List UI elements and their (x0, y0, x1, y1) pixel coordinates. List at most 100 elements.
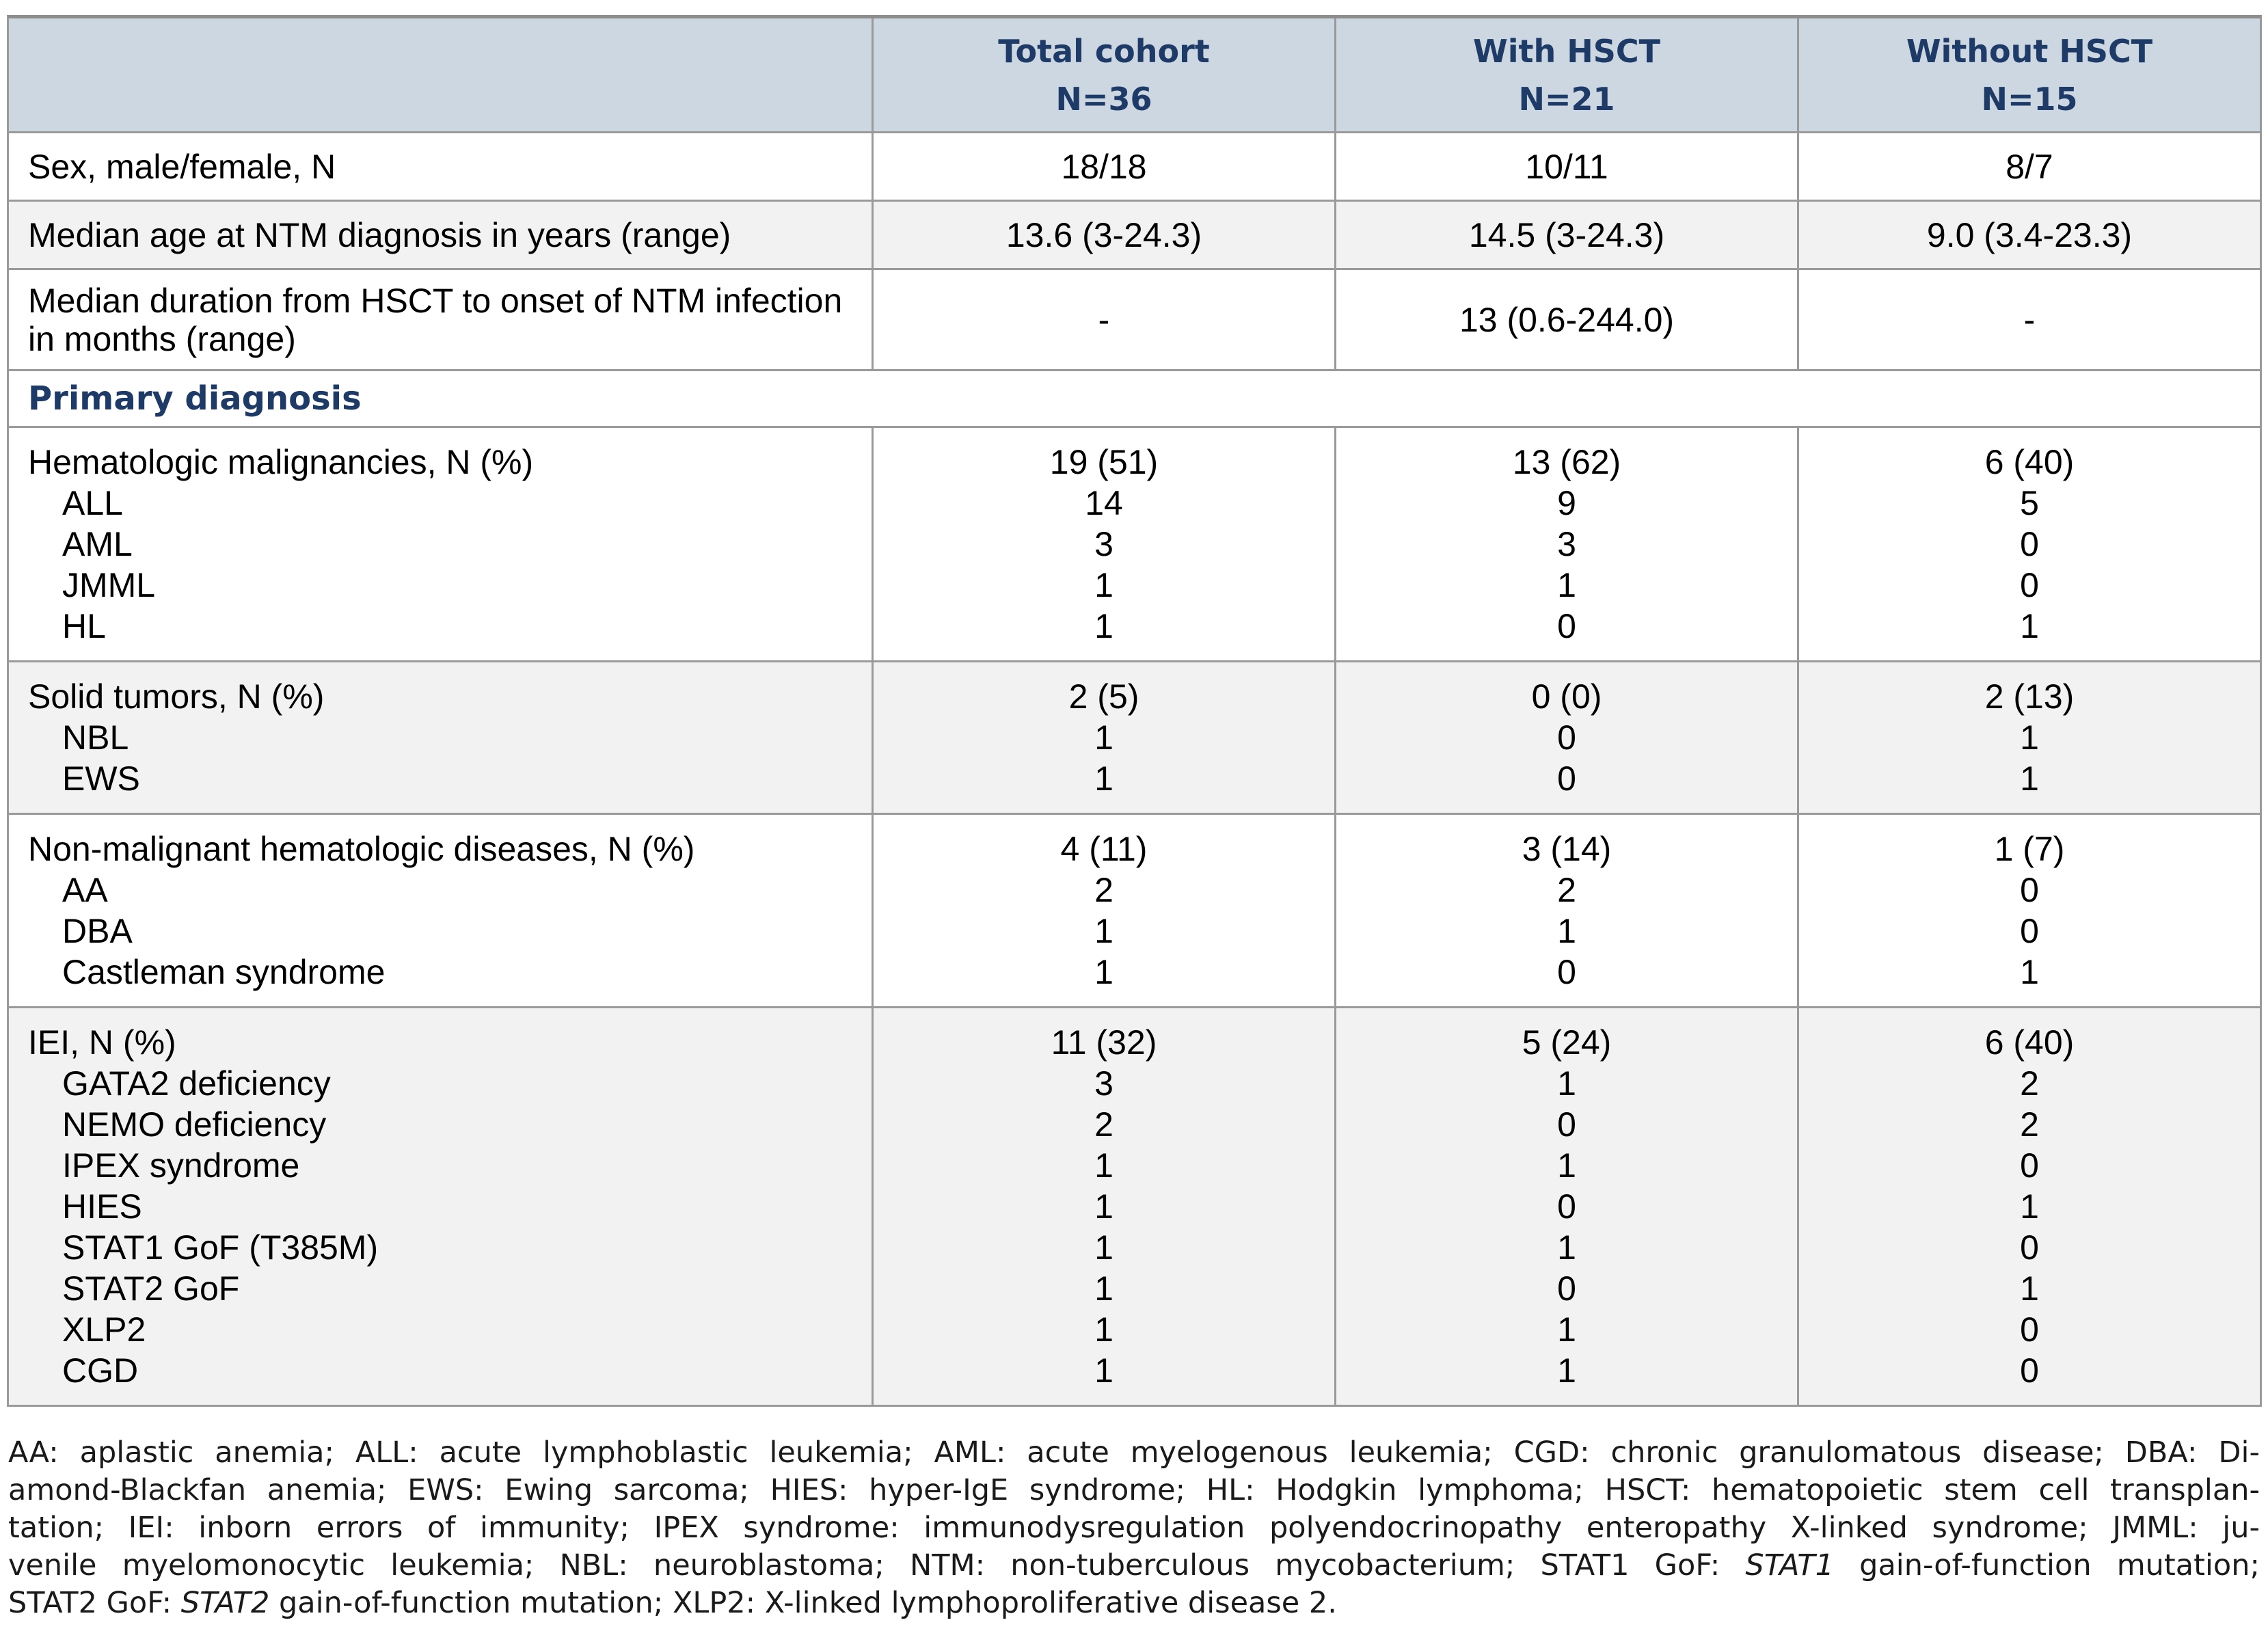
group-line-label: STAT1 GoF (T385M) (62, 1228, 379, 1267)
group-line-value: 1 (1094, 1351, 1113, 1390)
group-line-value: 1 (1094, 566, 1113, 604)
cell-value: 8/7 (1797, 133, 2260, 200)
group-line-value: 0 (2020, 1351, 2039, 1390)
patient-characteristics-table: Total cohort N=36 With HSCT N=21 Without… (7, 15, 2262, 1407)
group-line-value: 3 (1557, 525, 1576, 563)
section-row-primary-diagnosis: Primary diagnosis (9, 369, 2260, 426)
footnote-text-segment: amond-Blackfan anemia; EWS: Ewing sarcom… (8, 1473, 2260, 1507)
group-line-label: EWS (62, 759, 140, 798)
group-line-value: 0 (2020, 1310, 2039, 1349)
group-line-label: AA (62, 871, 108, 909)
group-line-label: Solid tumors, N (%) (28, 677, 325, 716)
footnote-text-segment: AA: aplastic anemia; ALL: acute lymphobl… (8, 1436, 2260, 1470)
group-line-value: 1 (1557, 566, 1576, 604)
group-values: 19 (51) 14 3 1 1 (872, 428, 1334, 660)
group-values: 6 (40) 2 2 0 1 0 1 0 0 (1797, 1008, 2260, 1405)
group-line-value: 0 (2020, 1228, 2039, 1267)
group-labels: Solid tumors, N (%) NBL EWS (9, 662, 872, 813)
group-line-value: 0 (1557, 759, 1576, 798)
group-line-value: 0 (2020, 1146, 2039, 1185)
group-non-malignant-hematologic-diseases: Non-malignant hematologic diseases, N (%… (9, 813, 2260, 1006)
group-values: 1 (7) 0 0 1 (1797, 815, 2260, 1006)
group-line-value: 5 (2020, 484, 2039, 522)
header-with-hsct: With HSCT N=21 (1334, 18, 1797, 131)
header-total-cohort-line2: N=36 (1055, 80, 1152, 118)
footnote-line: venile myelomonocytic leukemia; NBL: neu… (8, 1547, 2260, 1585)
group-line-value: 1 (2020, 718, 2039, 757)
group-line-value: 0 (2020, 566, 2039, 604)
group-line-label: GATA2 deficiency (62, 1064, 331, 1103)
group-line-value: 3 (14) (1522, 830, 1612, 868)
group-line-label: ALL (62, 484, 123, 522)
row-label: Sex, male/female, N (28, 147, 336, 186)
group-line-value: 1 (1557, 1310, 1576, 1349)
row-label: Median duration from HSCT to onset of NT… (28, 281, 843, 358)
table-header-row: Total cohort N=36 With HSCT N=21 Without… (9, 18, 2260, 131)
group-line-value: 1 (1557, 1351, 1576, 1390)
group-labels: Non-malignant hematologic diseases, N (%… (9, 815, 872, 1006)
group-line-value: 1 (1094, 912, 1113, 950)
cell-value: - (872, 270, 1334, 369)
group-values: 4 (11) 2 1 1 (872, 815, 1334, 1006)
footnote-text-segment: venile myelomonocytic leukemia; NBL: neu… (8, 1548, 1746, 1582)
group-line-value: 4 (11) (1060, 830, 1148, 868)
footnote-line: tation; IEI: inborn errors of immunity; … (8, 1509, 2260, 1547)
row-sex: Sex, male/female, N 18/18 10/11 8/7 (9, 131, 2260, 200)
group-values: 3 (14) 2 1 0 (1334, 815, 1797, 1006)
group-line-value: 1 (2020, 1269, 2039, 1308)
group-line-value: 0 (2020, 912, 2039, 950)
group-line-value: 0 (1557, 607, 1576, 645)
section-label: Primary diagnosis (28, 379, 362, 418)
group-line-label: IEI, N (%) (28, 1023, 176, 1062)
footnote-text-segment: STAT2 GoF: (8, 1586, 181, 1620)
cell-value: 18/18 (872, 133, 1334, 200)
group-values: 13 (62) 9 3 1 0 (1334, 428, 1797, 660)
header-with-hsct-line2: N=21 (1518, 80, 1615, 118)
group-line-value: 1 (1094, 953, 1113, 991)
group-line-label: XLP2 (62, 1310, 146, 1349)
header-total-cohort-line1: Total cohort (998, 32, 1210, 70)
group-line-label: CGD (62, 1351, 139, 1390)
group-line-label: STAT2 GoF (62, 1269, 240, 1308)
group-line-value: 0 (1557, 1269, 1576, 1308)
group-line-value: 1 (1094, 759, 1113, 798)
footnote-text-segment: gain-of-function mutation; (1833, 1548, 2260, 1582)
group-line-value: 2 (13) (1984, 677, 2075, 716)
group-line-value: 0 (2020, 871, 2039, 909)
cell-value: 13 (0.6-244.0) (1334, 270, 1797, 369)
group-line-value: 0 (1557, 1187, 1576, 1226)
group-line-value: 1 (2020, 1187, 2039, 1226)
group-line-value: 0 (0) (1531, 677, 1602, 716)
footnote-line: amond-Blackfan anemia; EWS: Ewing sarcom… (8, 1472, 2260, 1509)
group-line-label: JMML (62, 566, 156, 604)
group-line-label: Castleman syndrome (62, 953, 386, 991)
group-line-value: 0 (1557, 718, 1576, 757)
group-line-label: DBA (62, 912, 133, 950)
group-line-label: Hematologic malignancies, N (%) (28, 443, 534, 481)
group-line-value: 1 (1094, 1269, 1113, 1308)
group-labels: Hematologic malignancies, N (%) ALL AML JMM… (9, 428, 872, 660)
group-line-value: 6 (40) (1984, 1023, 2075, 1062)
group-line-value: 1 (1094, 607, 1113, 645)
group-line-value: 11 (32) (1051, 1023, 1157, 1062)
group-line-value: 1 (1094, 718, 1113, 757)
group-line-value: 1 (1557, 912, 1576, 950)
group-line-value: 14 (1085, 484, 1123, 522)
cell-value: 10/11 (1334, 133, 1797, 200)
group-values: 5 (24) 1 0 1 0 1 0 1 1 (1334, 1008, 1797, 1405)
abbreviations-footnote: AA: aplastic anemia; ALL: acute lymphobl… (8, 1434, 2260, 1622)
group-values: 2 (5) 1 1 (872, 662, 1334, 813)
group-line-value: 1 (1557, 1146, 1576, 1185)
header-corner-cell (9, 18, 872, 131)
group-line-value: 1 (7) (1994, 830, 2065, 868)
row-label: Median age at NTM diagnosis in years (ra… (28, 215, 731, 254)
group-iei: IEI, N (%) GATA2 deficiency NEMO deficienc… (9, 1006, 2260, 1405)
group-line-value: 1 (1094, 1146, 1113, 1185)
group-values: 0 (0) 0 0 (1334, 662, 1797, 813)
header-without-hsct-line2: N=15 (1981, 80, 2078, 118)
group-line-value: 2 (5) (1068, 677, 1139, 716)
group-line-value: 1 (1557, 1064, 1576, 1103)
group-values: 2 (13) 1 1 (1797, 662, 2260, 813)
row-median-duration: Median duration from HSCT to onset of NT… (9, 268, 2260, 369)
footnote-gene-name-italic: STAT2 (180, 1586, 270, 1620)
